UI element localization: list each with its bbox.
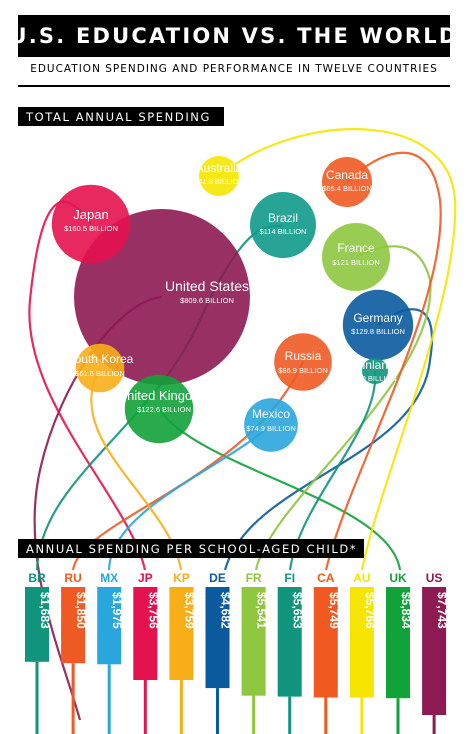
bubble-amount-australia: $41.8 BILLION (194, 177, 244, 186)
bar-code-ru: RU (64, 571, 81, 585)
bar-code-au: AU (353, 571, 370, 585)
bar-us (422, 587, 447, 715)
bar-ru (61, 587, 86, 664)
bubble-amount-germany: $129.8 BILLION (351, 327, 405, 336)
bubble-brazil (250, 192, 316, 258)
page-title: U.S. EDUCATION VS. THE WORLD (10, 15, 456, 57)
bar-code-br: BR (28, 571, 46, 585)
bubble-label-france: France (337, 241, 375, 255)
bar-mx (97, 587, 122, 665)
per-child-bar-chart: BR $1,683 RU $1,850 MX $1,975 JP $3,756 KP $3,759… (25, 571, 449, 734)
bubble-label-finland: Finland (355, 358, 394, 372)
bar-value-au: $5,766 (363, 592, 377, 629)
bubble-amount-south-korea: $61.6 BILLION (75, 369, 125, 378)
bar-code-kp: KP (173, 571, 190, 585)
bar-de (205, 587, 230, 689)
connector-canada (324, 151, 442, 571)
bar-code-fr: FR (246, 571, 262, 585)
bar-fr (241, 587, 266, 696)
bar-value-fr: $5,541 (255, 592, 269, 629)
bar-value-kp: $3,759 (182, 592, 196, 629)
bubble-russia (274, 333, 332, 391)
bubble-amount-france: $121 BILLION (332, 258, 380, 267)
bar-kp (169, 587, 194, 680)
bar-value-us: $7,743 (435, 592, 449, 629)
bubble-amount-russia: $86.9 BILLION (278, 366, 328, 375)
bubble-label-united-kingdom: United Kingdom (118, 388, 211, 403)
bar-code-fi: FI (284, 571, 295, 585)
page-subtitle: EDUCATION SPENDING AND PERFORMANCE IN TW… (30, 63, 438, 75)
bubble-label-mexico: Mexico (252, 407, 290, 421)
bar-jp (133, 587, 158, 680)
bubble-australia (199, 156, 239, 196)
bar-value-ru: $1,850 (74, 592, 88, 629)
section-per-child-spending: ANNUAL SPENDING PER SCHOOL-AGED CHILD* (18, 539, 364, 558)
bubble-finland (362, 358, 388, 384)
bubble-label-united-states: United States (165, 278, 249, 294)
bubble-label-canada: Canada (326, 168, 368, 182)
bubble-amount-japan: $160.5 BILLION (64, 224, 118, 233)
bar-ca (313, 587, 338, 698)
bubble-label-japan: Japan (73, 207, 108, 222)
bar-value-uk: $5,834 (399, 592, 413, 629)
bubble-mexico (244, 398, 298, 452)
bubble-amount-brazil: $114 BILLION (260, 227, 307, 236)
bar-code-uk: UK (389, 571, 407, 585)
bubble-south-korea (75, 343, 125, 393)
bubble-label-russia: Russia (285, 349, 322, 363)
bar-value-jp: $3,756 (146, 592, 160, 629)
bubble-amount-united-kingdom: $122.6 BILLION (137, 405, 191, 414)
bar-value-de: $4,682 (219, 592, 233, 629)
bar-code-us: US (426, 571, 443, 585)
bubble-amount-canada: $65.4 BILLION (322, 184, 372, 193)
bubble-amount-mexico: $74.9 BILLION (246, 424, 296, 433)
bar-value-fi: $5,653 (291, 592, 305, 629)
bubble-germany (342, 289, 414, 361)
bar-fi (277, 587, 302, 697)
title-rule (18, 85, 450, 87)
connector-germany (223, 308, 433, 571)
bubble-united-states (74, 209, 250, 385)
bubble-canada (322, 157, 372, 207)
bubble-amount-finland: $10 BILLION (353, 374, 396, 383)
connector-australia (218, 128, 457, 571)
bubble-label-south-korea: South Korea (67, 352, 134, 366)
bar-code-jp: JP (138, 571, 153, 585)
bar-code-de: DE (209, 571, 226, 585)
bubble-japan (51, 184, 131, 264)
bar-au (349, 587, 374, 698)
bar-value-ca: $5,749 (327, 592, 341, 629)
bar-br (25, 587, 49, 662)
bubble-label-brazil: Brazil (268, 211, 298, 225)
bar-code-mx: MX (100, 571, 118, 585)
bar-uk (386, 587, 410, 699)
bar-value-br: $1,683 (38, 592, 52, 629)
bar-code-ca: CA (317, 571, 335, 585)
bubble-chart: United States $809.6 BILLION Japan $160.5 B… (51, 156, 414, 452)
bubble-france (322, 223, 390, 291)
bubble-united-kingdom (124, 374, 194, 444)
bar-value-mx: $1,975 (110, 592, 124, 629)
bubble-label-australia: Australia (196, 161, 243, 175)
bubble-amount-united-states: $809.6 BILLION (180, 296, 234, 305)
connector-france (254, 245, 432, 571)
bubble-label-germany: Germany (353, 311, 402, 325)
section-total-spending: TOTAL ANNUAL SPENDING (18, 107, 224, 126)
